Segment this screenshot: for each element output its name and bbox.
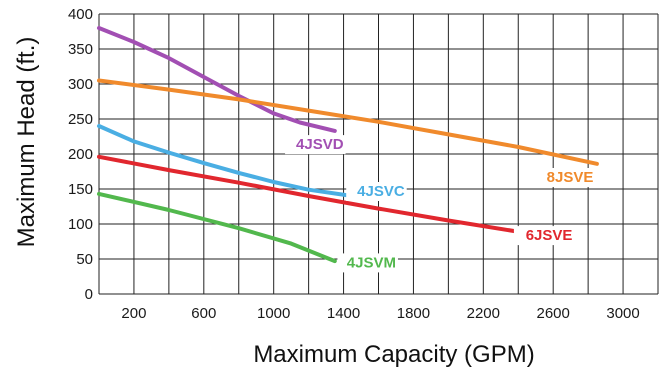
x-tick-label: 200 bbox=[121, 305, 146, 322]
series-line-4jsvm bbox=[97, 191, 337, 264]
y-tick-label: 250 bbox=[68, 111, 93, 128]
y-tick-labels: 0 50 100 150 200 250 300 350 400 bbox=[68, 6, 93, 303]
series-line-6jsve bbox=[97, 154, 529, 236]
grid bbox=[98, 13, 659, 295]
series-labels: 4JSVD 8JSVE 4JSVC 6JSVE 4JSVM bbox=[285, 135, 596, 273]
series-label-8jsve: 8JSVE bbox=[547, 169, 594, 186]
x-tick-label: 600 bbox=[191, 305, 216, 322]
series-label-4jsvd: 4JSVD bbox=[296, 136, 344, 153]
series-line-4jsvd bbox=[97, 26, 337, 133]
x-tick-label: 2200 bbox=[467, 305, 500, 322]
series-label-4jsvm: 4JSVM bbox=[347, 254, 396, 271]
y-tick-label: 200 bbox=[68, 146, 93, 163]
series-line-4jsvc bbox=[97, 124, 355, 198]
series-label-background bbox=[285, 135, 346, 155]
x-tick-label: 1800 bbox=[397, 305, 430, 322]
x-tick-label: 3000 bbox=[606, 305, 639, 322]
y-tick-label: 150 bbox=[68, 181, 93, 198]
series-label-background bbox=[534, 168, 596, 187]
x-tick-label: 1400 bbox=[327, 305, 360, 322]
y-tick-label: 50 bbox=[76, 251, 93, 268]
y-tick-label: 100 bbox=[68, 216, 93, 233]
x-tick-label: 2600 bbox=[537, 305, 570, 322]
series-label-4jsvc: 4JSVC bbox=[357, 183, 405, 200]
series-line-8jsve bbox=[97, 78, 599, 166]
series-label-background bbox=[337, 253, 398, 273]
y-tick-label: 300 bbox=[68, 76, 93, 93]
y-tick-label: 0 bbox=[85, 286, 93, 303]
series-label-background bbox=[513, 226, 575, 246]
series-label-6jsve: 6JSVE bbox=[526, 227, 573, 244]
series-label-background bbox=[346, 182, 407, 201]
y-tick-label: 400 bbox=[68, 6, 93, 23]
x-tick-label: 1000 bbox=[257, 305, 290, 322]
x-tick-labels: 200 600 1000 1400 1800 2200 2600 3000 bbox=[121, 305, 639, 322]
y-axis-title: Maximum Head (ft.) bbox=[13, 37, 40, 248]
x-axis-title: Maximum Capacity (GPM) bbox=[253, 341, 534, 368]
y-tick-label: 350 bbox=[68, 41, 93, 58]
series-lines bbox=[97, 26, 599, 264]
